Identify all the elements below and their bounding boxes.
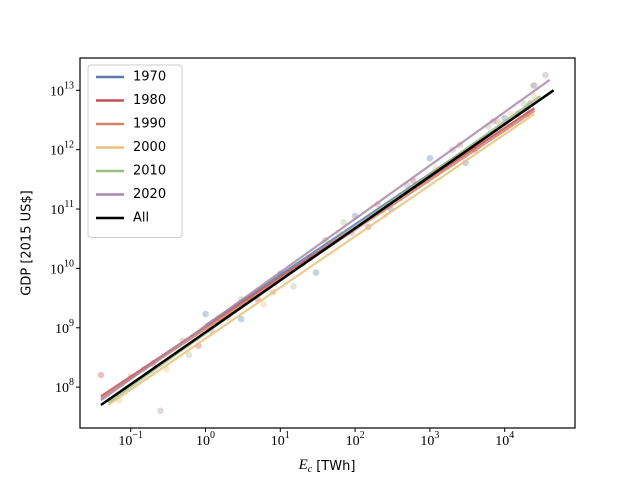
scatter-point xyxy=(340,218,347,226)
scatter-point xyxy=(237,315,245,323)
scatter-point xyxy=(542,71,549,79)
x-tick-base: 10 xyxy=(495,434,509,449)
x-tick-exponent: −1 xyxy=(132,430,143,441)
x-label-unit: [TWh] xyxy=(316,459,355,474)
scatter-point xyxy=(529,82,537,89)
axes-frame xyxy=(79,57,576,429)
y-axis-label: GDP [2015 US$] xyxy=(20,190,35,295)
scatter-point xyxy=(185,351,193,359)
fit-line xyxy=(100,89,555,407)
y-tick-base: 10 xyxy=(55,381,69,396)
y-tick-base: 10 xyxy=(50,263,64,278)
y-tick-base: 10 xyxy=(55,322,69,337)
y-tick-exponent: 13 xyxy=(64,81,74,92)
legend-label: 1980 xyxy=(133,93,166,108)
scatter-point xyxy=(312,269,320,276)
y-tick-label: 108 xyxy=(55,377,74,396)
y-tick-base: 10 xyxy=(50,144,64,159)
y-tick-label: 1012 xyxy=(50,140,74,159)
scatter-point xyxy=(97,371,105,379)
legend-label: 2010 xyxy=(133,164,166,179)
x-tick-label: 100 xyxy=(196,430,215,449)
legend-label: All xyxy=(133,211,149,226)
y-tick-exponent: 11 xyxy=(64,199,74,210)
x-tick-label: 101 xyxy=(271,430,290,449)
x-tick-exponent: 0 xyxy=(210,430,215,441)
x-tick-exponent: 1 xyxy=(285,430,290,441)
x-tick-label: 10−1 xyxy=(118,430,143,449)
scatter-point xyxy=(531,82,538,89)
x-tick-exponent: 3 xyxy=(434,430,439,441)
x-tick-exponent: 4 xyxy=(509,430,514,441)
y-tick-label: 109 xyxy=(55,318,74,337)
legend-label: 2020 xyxy=(133,187,166,202)
y-tick-base: 10 xyxy=(50,203,64,218)
scatter-point xyxy=(520,100,528,107)
legend-label: 1970 xyxy=(133,70,166,85)
x-tick-base: 10 xyxy=(420,434,434,449)
scatter-point xyxy=(260,300,268,308)
scatter-point xyxy=(426,154,434,162)
x-label-symbol: E xyxy=(298,457,308,473)
fit-line xyxy=(107,113,536,406)
legend-label: 2000 xyxy=(133,140,166,155)
x-tick-base: 10 xyxy=(196,434,210,449)
y-tick-base: 10 xyxy=(50,85,64,100)
y-tick-exponent: 12 xyxy=(64,140,74,151)
x-tick-base: 10 xyxy=(346,434,360,449)
x-tick-label: 104 xyxy=(495,430,514,449)
scatter-point xyxy=(531,92,538,100)
x-label-subscript: c xyxy=(308,464,313,475)
y-tick-exponent: 10 xyxy=(64,259,74,270)
scatter-point xyxy=(202,310,209,318)
y-tick-exponent: 8 xyxy=(69,377,74,388)
scatter-point xyxy=(290,282,297,290)
x-tick-base: 10 xyxy=(118,434,132,449)
scatter-point xyxy=(157,407,164,415)
y-tick-label: 1013 xyxy=(50,81,74,100)
y-tick-exponent: 9 xyxy=(69,318,74,329)
x-tick-label: 102 xyxy=(346,430,365,449)
x-tick-label: 103 xyxy=(420,430,439,449)
y-tick-label: 1011 xyxy=(50,199,74,218)
legend-label: 1990 xyxy=(133,117,166,132)
y-tick-label: 1010 xyxy=(50,259,74,278)
x-tick-base: 10 xyxy=(271,434,285,449)
x-axis-label: Ec [TWh] xyxy=(298,457,356,475)
x-tick-exponent: 2 xyxy=(360,430,365,441)
fit-line xyxy=(100,78,551,402)
